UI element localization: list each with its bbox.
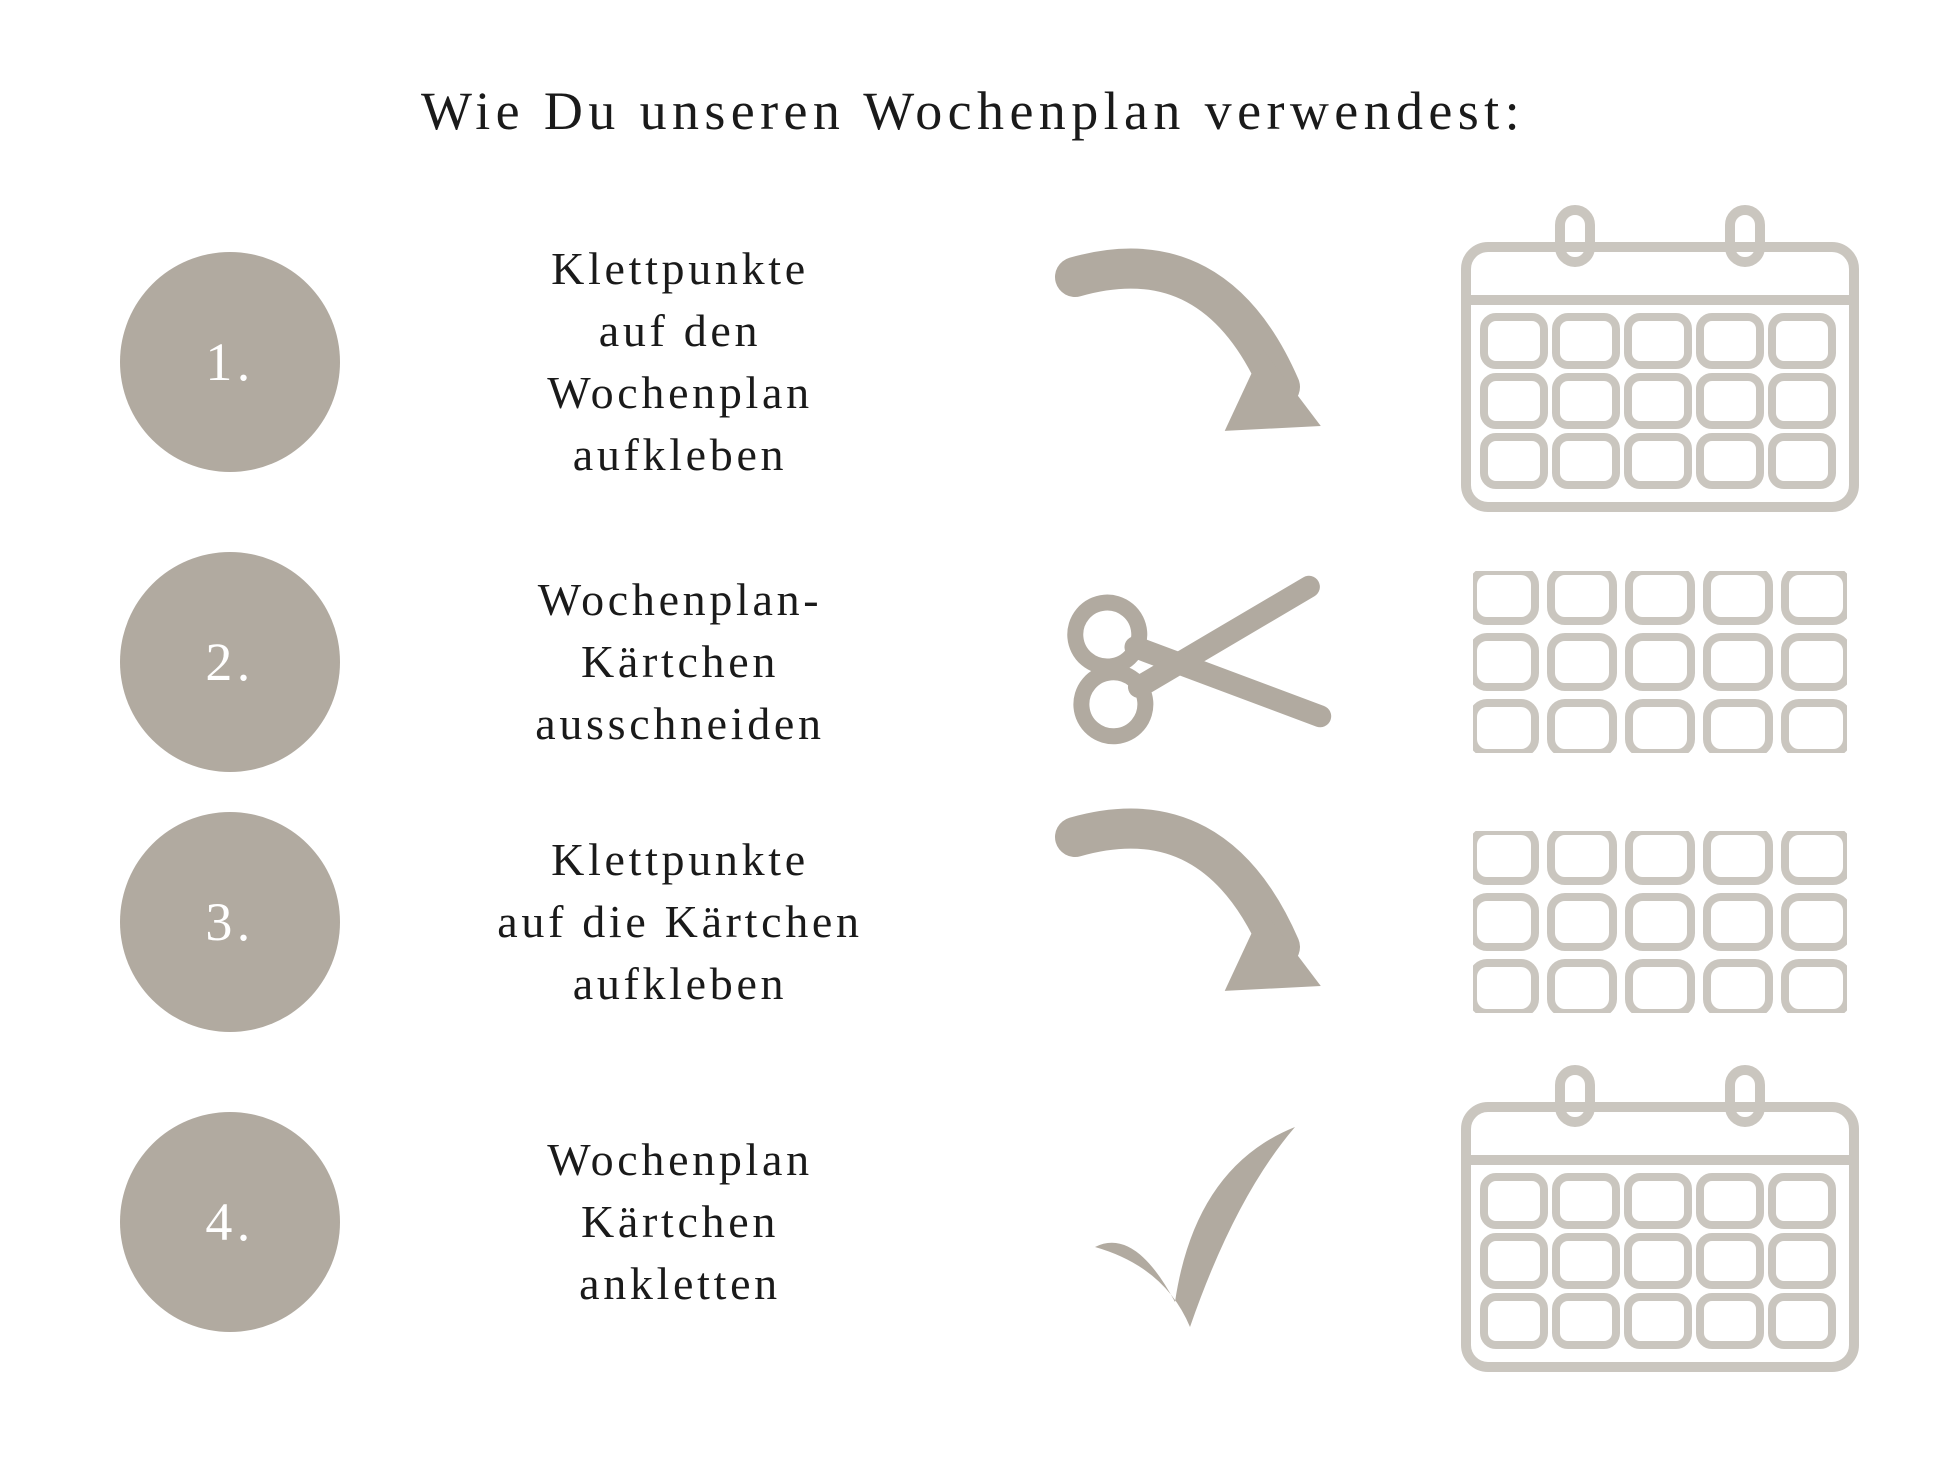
- step-text-line: aufkleben: [573, 958, 787, 1009]
- result-icon-cell: [1430, 571, 1890, 753]
- step-text-line: Klettpunkte: [551, 834, 809, 885]
- step-number: 3.: [205, 891, 254, 953]
- step-number: 1.: [205, 331, 254, 393]
- result-icon-cell: [1430, 831, 1890, 1013]
- step-row: 2. Wochenplan- Kärtchen ausschneiden: [80, 542, 1890, 782]
- step-text-line: Kärtchen: [581, 1196, 779, 1247]
- curved-arrow-icon: [1045, 807, 1345, 1037]
- cards-grid-icon: [1473, 571, 1847, 753]
- step-text: Klettpunkte auf den Wochenplan aufkleben: [400, 238, 960, 486]
- step-text-line: auf die Kärtchen: [497, 896, 862, 947]
- step-text: Klettpunkte auf die Kärtchen aufkleben: [400, 829, 960, 1015]
- step-number-circle: 4.: [120, 1112, 340, 1332]
- step-row: 4. Wochenplan Kärtchen ankletten: [80, 1062, 1890, 1382]
- cards-grid-icon: [1473, 831, 1847, 1013]
- action-icon-cell: [980, 807, 1410, 1037]
- step-text-line: ankletten: [579, 1258, 781, 1309]
- step-number: 2.: [205, 631, 254, 693]
- step-number-circle: 1.: [120, 252, 340, 472]
- checkmark-icon: [1065, 1107, 1325, 1337]
- calendar-icon: [1450, 202, 1870, 522]
- scissors-icon: [1055, 562, 1335, 762]
- step-number: 4.: [205, 1191, 254, 1253]
- action-icon-cell: [980, 247, 1410, 477]
- steps-container: 1.Klettpunkteauf denWochenplanaufkleben …: [80, 202, 1866, 1382]
- step-text-line: Kärtchen: [581, 636, 779, 687]
- action-icon-cell: [980, 1107, 1410, 1337]
- step-text-line: Wochenplan: [547, 1134, 813, 1185]
- step-text-line: Wochenplan: [547, 367, 813, 418]
- step-number-circle: 2.: [120, 552, 340, 772]
- curved-arrow-icon: [1045, 247, 1345, 477]
- step-text-line: ausschneiden: [535, 698, 824, 749]
- step-text: Wochenplan- Kärtchen ausschneiden: [400, 569, 960, 755]
- action-icon-cell: [980, 562, 1410, 762]
- step-text-line: auf den: [599, 305, 761, 356]
- step-number-circle: 3.: [120, 812, 340, 1032]
- page-title: Wie Du unseren Wochenplan verwendest:: [80, 80, 1866, 142]
- step-row: 1. Klettpunkte auf den Wochenplan aufkleben: [80, 202, 1890, 522]
- result-icon-cell: [1430, 202, 1890, 522]
- infographic-page: Wie Du unseren Wochenplan verwendest: 1.…: [0, 0, 1946, 1460]
- result-icon-cell: [1430, 1062, 1890, 1382]
- step-text-line: aufkleben: [573, 429, 787, 480]
- step-text-line: Klettpunkte: [551, 243, 809, 294]
- calendar-icon: [1450, 1062, 1870, 1382]
- step-text-line: Wochenplan-: [538, 574, 823, 625]
- step-text: Wochenplan Kärtchen ankletten: [400, 1129, 960, 1315]
- step-row: 3. Klettpunkte auf die Kärtchen aufkleben: [80, 802, 1890, 1042]
